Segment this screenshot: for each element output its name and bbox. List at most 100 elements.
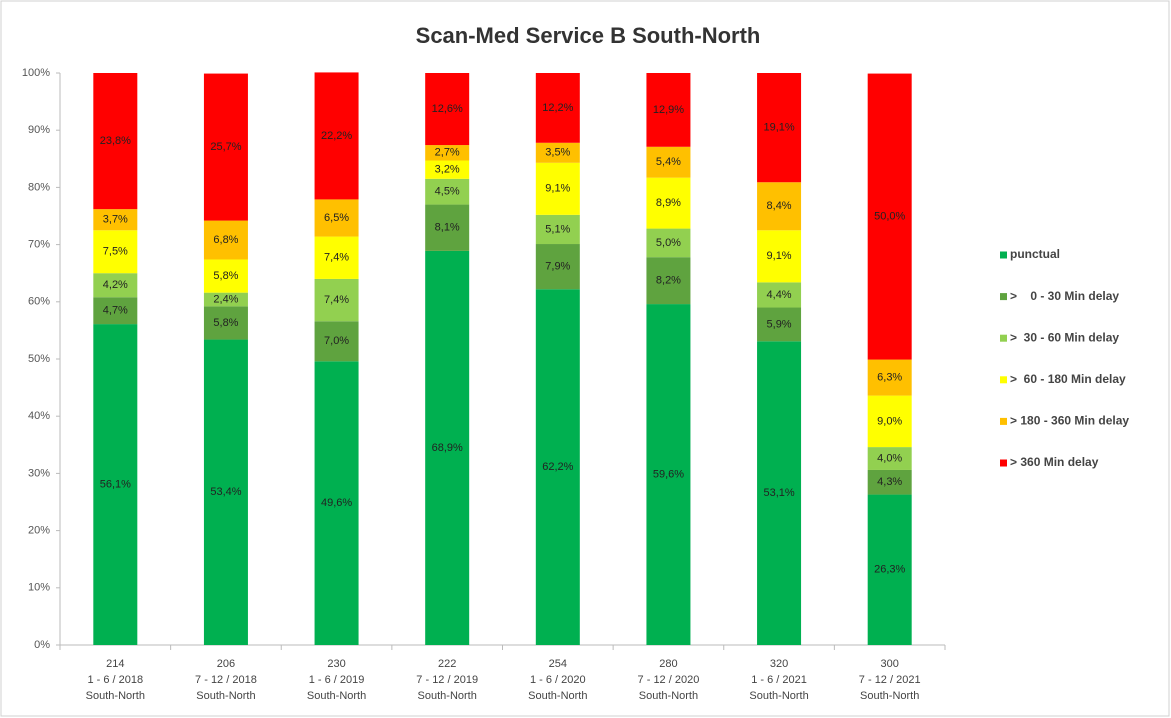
bar-segment: [93, 297, 138, 325]
bar-segment: [867, 359, 912, 396]
legend-swatch: [1000, 251, 1007, 259]
data-label: 5,8%: [213, 317, 238, 329]
bar-segment: [203, 220, 248, 260]
y-tick-label: 60%: [28, 296, 50, 308]
legend-swatch: [1000, 334, 1007, 342]
x-tick-label: 280: [659, 658, 677, 670]
data-label: 12,6%: [432, 103, 463, 115]
data-label: 7,9%: [545, 261, 570, 273]
data-label: 6,3%: [877, 371, 902, 383]
data-label: 7,4%: [324, 294, 349, 306]
legend-swatch: [1000, 459, 1007, 467]
data-label: 4,3%: [877, 476, 902, 488]
bar-segment: [646, 228, 691, 258]
y-tick-label: 80%: [28, 181, 50, 193]
bar-segment: [867, 447, 912, 470]
data-label: 49,6%: [321, 497, 352, 509]
x-tick-label: 254: [549, 658, 567, 670]
x-tick-label: South-North: [749, 690, 808, 702]
x-tick-label: 230: [327, 658, 345, 670]
bar-segment: [867, 494, 912, 645]
x-tick-label: 1 - 6 / 2019: [309, 674, 365, 686]
bar-segment: [93, 209, 138, 231]
y-tick-label: 10%: [28, 582, 50, 594]
data-label: 53,1%: [763, 487, 794, 499]
bar-segment: [314, 321, 359, 362]
legend-swatch: [1000, 376, 1007, 384]
data-label: 6,8%: [213, 234, 238, 246]
x-tick-label: 206: [217, 658, 235, 670]
data-label: 4,5%: [435, 186, 460, 198]
bar-segment: [93, 73, 138, 210]
bar-segment: [646, 146, 691, 178]
bar-segment: [425, 250, 470, 645]
bar-segment: [425, 160, 470, 179]
data-label: 6,5%: [324, 212, 349, 224]
data-label: 7,0%: [324, 335, 349, 347]
bar-segment: [535, 214, 580, 245]
data-label: 59,6%: [653, 468, 684, 480]
data-label: 68,9%: [432, 442, 463, 454]
x-tick-label: South-North: [86, 690, 145, 702]
data-label: 9,0%: [877, 415, 902, 427]
bar-segment: [757, 230, 802, 283]
legend-swatch: [1000, 417, 1007, 425]
data-label: 5,4%: [656, 156, 681, 168]
legend-label: > 30 - 60 Min delay: [1010, 330, 1119, 344]
bar-segment: [203, 339, 248, 645]
data-label: 19,1%: [763, 122, 794, 134]
bar-segment: [314, 199, 359, 237]
bar-segment: [425, 178, 470, 205]
bar-segment: [535, 244, 580, 290]
bar-segment: [314, 72, 359, 200]
x-tick-label: 7 - 12 / 2018: [195, 674, 257, 686]
data-label: 56,1%: [100, 478, 131, 490]
bar-segment: [867, 395, 912, 448]
data-label: 4,7%: [103, 305, 128, 317]
legend-swatch: [1000, 293, 1007, 301]
x-tick-label: South-North: [307, 690, 366, 702]
data-label: 4,4%: [767, 289, 792, 301]
data-label: 23,8%: [100, 135, 131, 147]
x-tick-label: 7 - 12 / 2020: [638, 674, 700, 686]
bar-segment: [425, 73, 470, 146]
data-label: 5,0%: [656, 237, 681, 249]
data-label: 8,4%: [767, 200, 792, 212]
data-label: 7,5%: [103, 246, 128, 258]
y-tick-label: 30%: [28, 467, 50, 479]
bar-segment: [535, 73, 580, 143]
y-tick-label: 90%: [28, 124, 50, 136]
bar-segment: [646, 304, 691, 645]
bar-segment: [535, 289, 580, 645]
bar-segment: [93, 230, 138, 274]
x-tick-label: 1 - 6 / 2020: [530, 674, 586, 686]
y-tick-label: 20%: [28, 525, 50, 537]
x-tick-label: 7 - 12 / 2019: [416, 674, 478, 686]
y-tick-label: 0%: [34, 639, 50, 651]
bar-segment: [867, 469, 912, 495]
x-tick-label: South-North: [528, 690, 587, 702]
y-tick-label: 50%: [28, 353, 50, 365]
x-tick-label: 300: [881, 658, 899, 670]
bar-segment: [535, 162, 580, 215]
bar-segment: [203, 292, 248, 307]
data-label: 4,2%: [103, 279, 128, 291]
data-label: 2,4%: [213, 293, 238, 305]
bar-segment: [203, 259, 248, 293]
bar-segment: [425, 145, 470, 161]
bar-segment: [646, 73, 691, 147]
bar-segment: [93, 324, 138, 645]
y-tick-label: 70%: [28, 239, 50, 251]
data-label: 7,4%: [324, 252, 349, 264]
y-tick-label: 100%: [22, 67, 50, 79]
data-label: 4,0%: [877, 452, 902, 464]
data-label: 8,9%: [656, 197, 681, 209]
bar-segment: [757, 282, 802, 308]
x-tick-label: South-North: [860, 690, 919, 702]
data-label: 12,2%: [542, 102, 573, 114]
data-label: 5,8%: [213, 270, 238, 282]
bar-segment: [646, 177, 691, 229]
bar-segment: [867, 73, 912, 360]
data-label: 62,2%: [542, 461, 573, 473]
